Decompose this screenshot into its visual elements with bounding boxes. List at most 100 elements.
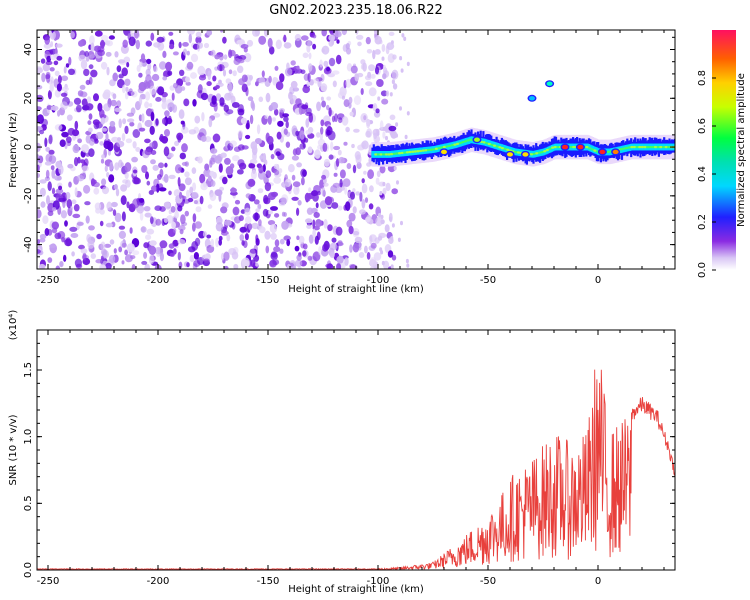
signal-inner — [403, 151, 407, 154]
peak-point — [577, 144, 584, 150]
noise-speckle — [185, 177, 190, 185]
noise-speckle — [225, 78, 232, 84]
noise-speckle — [124, 171, 129, 179]
noise-speckle — [336, 263, 342, 269]
noise-speckle — [116, 100, 122, 108]
noise-speckle — [178, 41, 182, 49]
noise-speckle — [250, 259, 256, 268]
signal-inner — [514, 150, 518, 154]
noise-speckle — [264, 114, 269, 120]
noise-speckle — [338, 186, 345, 191]
noise-speckle — [149, 103, 153, 108]
noise-speckle — [100, 158, 105, 164]
signal-inner — [640, 145, 645, 149]
y-tick-label: 0.5 — [23, 495, 34, 511]
noise-speckle — [400, 68, 404, 73]
noise-speckle — [129, 121, 135, 127]
noise-speckle — [268, 46, 275, 55]
noise-speckle — [121, 67, 128, 77]
noise-speckle — [332, 182, 341, 188]
noise-speckle — [79, 159, 86, 164]
noise-speckle — [99, 209, 105, 215]
noise-speckle — [55, 188, 64, 194]
noise-speckle — [301, 177, 305, 186]
noise-speckle — [50, 165, 55, 171]
signal-inner — [532, 152, 536, 156]
noise-speckle — [252, 30, 260, 37]
noise-speckle — [97, 102, 103, 112]
signal-inner — [437, 146, 441, 150]
signal-inner — [464, 140, 468, 143]
noise-speckle — [282, 113, 289, 118]
noise-speckle — [321, 45, 330, 55]
noise-speckle — [360, 59, 366, 65]
noise-speckle — [71, 129, 80, 137]
noise-speckle — [43, 43, 52, 49]
noise-speckle — [154, 205, 162, 211]
noise-speckle — [288, 164, 295, 173]
noise-speckle — [333, 172, 338, 177]
noise-speckle — [162, 50, 167, 59]
noise-speckle — [372, 49, 376, 60]
noise-speckle — [322, 142, 328, 152]
noise-speckle — [112, 72, 118, 82]
noise-speckle — [38, 263, 46, 269]
noise-speckle — [165, 61, 173, 71]
noise-speckle — [384, 224, 390, 233]
noise-speckle — [345, 78, 352, 88]
noise-speckle — [126, 118, 135, 123]
noise-speckle — [300, 69, 306, 75]
noise-speckle — [89, 138, 95, 146]
noise-speckle — [151, 185, 158, 192]
noise-speckle — [307, 72, 311, 83]
noise-speckle — [97, 49, 105, 56]
y-tick-label: 20 — [23, 92, 34, 105]
noise-speckle — [343, 99, 350, 108]
noise-speckle — [254, 138, 262, 145]
noise-speckle — [188, 33, 192, 44]
noise-speckle — [121, 242, 127, 248]
noise-speckle — [109, 239, 115, 245]
noise-speckle — [231, 222, 236, 230]
noise-speckle — [296, 65, 300, 70]
noise-speckle — [108, 174, 115, 183]
noise-speckle — [81, 165, 89, 172]
noise-speckle — [397, 237, 401, 242]
noise-speckle — [109, 79, 116, 87]
noise-speckle — [150, 150, 157, 155]
noise-speckle — [381, 260, 385, 266]
colorbar-tick-label: 0.0 — [697, 262, 708, 278]
noise-speckle — [138, 96, 143, 106]
noise-speckle — [341, 116, 349, 126]
noise-speckle — [144, 149, 152, 156]
noise-speckle — [215, 222, 224, 232]
noise-speckle — [296, 162, 302, 168]
noise-speckle — [179, 69, 185, 77]
noise-speckle — [361, 183, 368, 194]
noise-speckle — [300, 35, 309, 41]
peak-point — [441, 149, 447, 155]
noise-speckle — [163, 173, 169, 183]
signal-inner — [427, 148, 431, 152]
y-tick-label: 0 — [23, 144, 34, 150]
noise-speckle — [240, 117, 247, 125]
noise-speckle — [145, 171, 149, 180]
noise-speckle — [192, 182, 197, 191]
noise-speckle — [318, 246, 322, 256]
noise-speckle — [145, 40, 152, 47]
noise-speckle — [231, 102, 240, 108]
signal-inner — [619, 148, 623, 151]
noise-speckle — [58, 185, 63, 191]
noise-speckle — [218, 235, 223, 241]
noise-speckle — [51, 221, 59, 230]
noise-speckle — [53, 60, 59, 66]
noise-speckle — [369, 185, 374, 193]
noise-speckle — [132, 198, 140, 209]
noise-speckle — [326, 263, 334, 269]
noise-speckle — [405, 258, 409, 264]
y-tick-label: 0.0 — [23, 562, 34, 578]
noise-speckle — [220, 152, 227, 158]
noise-speckle — [274, 169, 280, 176]
noise-speckle — [280, 197, 287, 203]
noise-speckle — [187, 30, 196, 35]
